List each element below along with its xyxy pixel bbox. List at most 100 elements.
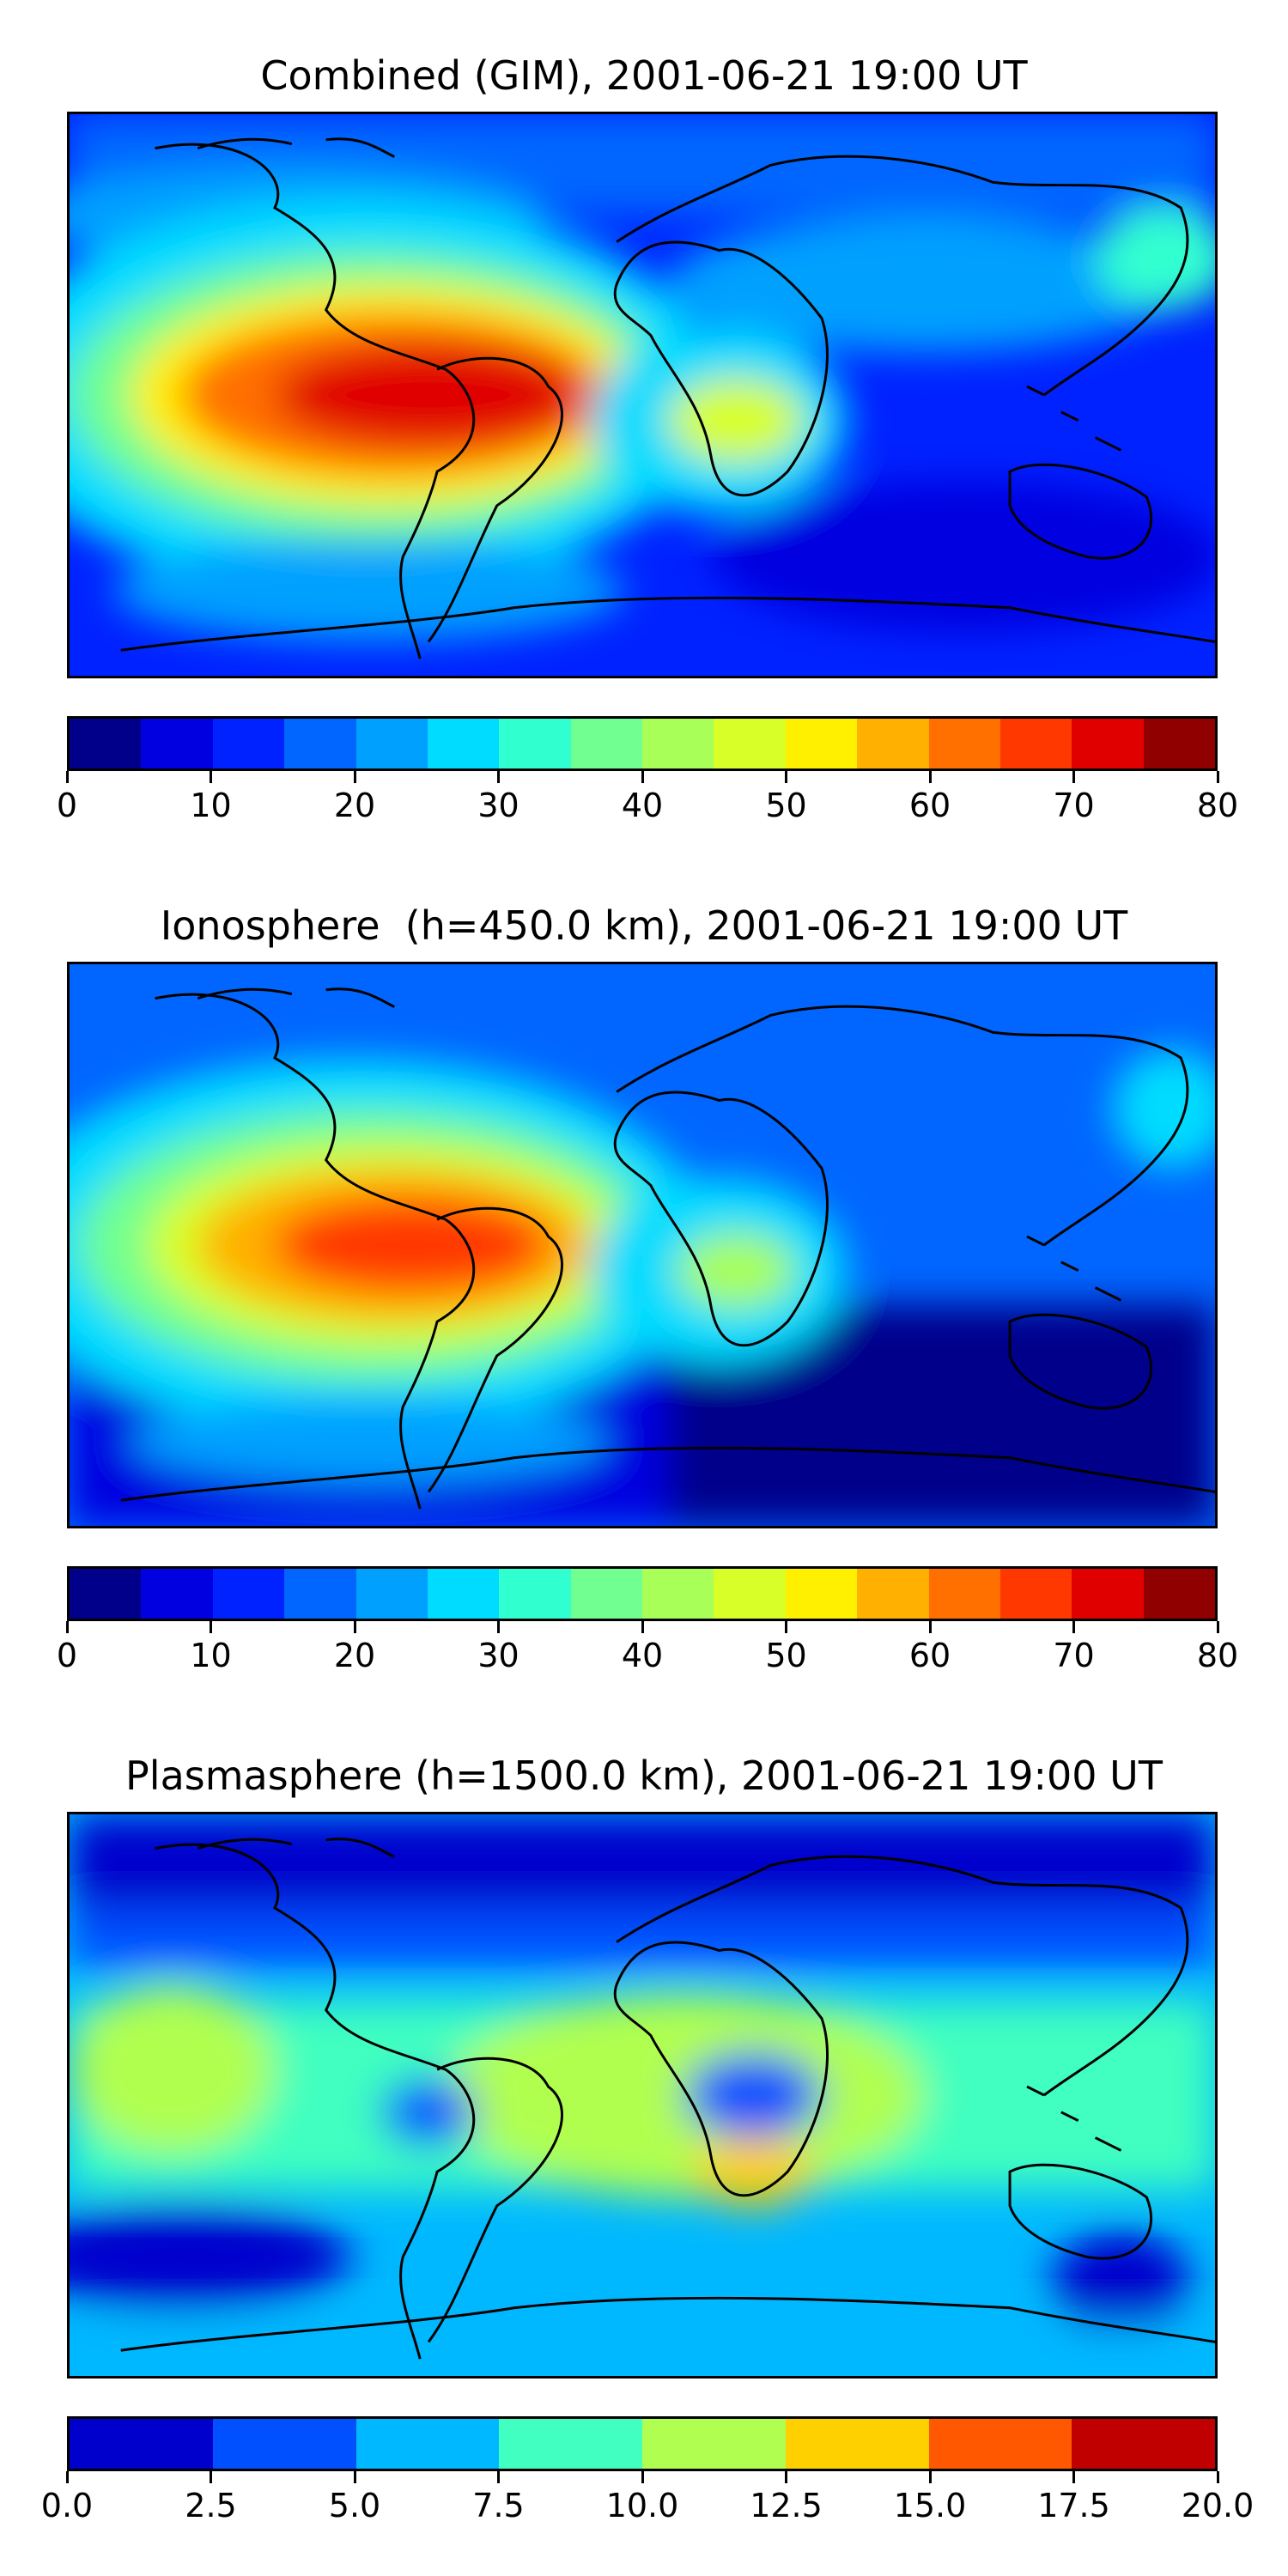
colorbar-segment: [1072, 719, 1144, 769]
tick-mark: [497, 2471, 500, 2483]
tick-mark: [210, 2471, 212, 2483]
tick-label: 60: [908, 787, 951, 824]
panel-2-title: Ionosphere (h=450.0 km), 2001-06-21 19:0…: [160, 902, 1128, 949]
colorbar-segment: [70, 719, 142, 769]
tick-mark: [928, 771, 932, 783]
panel-2-map: [67, 962, 1218, 1528]
colorbar-segment: [570, 719, 642, 769]
tick-mark: [210, 771, 212, 783]
colorbar-segment: [1072, 2419, 1215, 2469]
colorbar-segment: [928, 719, 1000, 769]
tick-label: 20.0: [1181, 2487, 1255, 2524]
colorbar-segment: [1072, 1569, 1144, 1619]
tick-label: 40: [621, 1637, 664, 1674]
tick-mark: [785, 1621, 787, 1633]
colorbar-segment: [212, 1569, 285, 1619]
tick-label: 70: [1053, 787, 1095, 824]
colorbar-segment: [284, 1569, 356, 1619]
tick-mark: [1072, 2471, 1075, 2483]
panel-3-colorbar-ticks: 0.0 2.5 5.0 7.5 10.0 12.5 15.0 17.5 20.0: [41, 2471, 1254, 2524]
tick-label: 20: [333, 1637, 376, 1674]
panel-3-map-svg: [70, 1814, 1215, 2376]
tick-mark: [1216, 1621, 1219, 1633]
tick-mark: [353, 771, 356, 783]
colorbar-segment: [785, 1569, 858, 1619]
colorbar-segment: [70, 1569, 142, 1619]
tick-mark: [65, 771, 69, 783]
colorbar-segment: [141, 1569, 213, 1619]
tick-label: 20: [333, 787, 376, 824]
tick-label: 0: [56, 787, 78, 824]
colorbar-segment: [857, 1569, 929, 1619]
colorbar-segment: [284, 719, 356, 769]
colorbar-segment: [642, 1569, 714, 1619]
colorbar-segment: [499, 1569, 571, 1619]
colorbar-segment: [355, 2419, 500, 2469]
tick-label: 80: [1196, 787, 1239, 824]
tick-mark: [641, 771, 644, 783]
tick-mark: [65, 2471, 69, 2483]
panel-1-colorbar: [67, 716, 1218, 771]
tick-mark: [785, 771, 787, 783]
colorbar-segment: [999, 1569, 1072, 1619]
colorbar-segment: [141, 719, 213, 769]
colorbar-segment: [355, 1569, 428, 1619]
colorbar-segment: [427, 1569, 500, 1619]
colorbar-segment: [642, 719, 714, 769]
tick-label: 0: [56, 1637, 78, 1674]
tick-mark: [353, 1621, 356, 1633]
tick-label: 70: [1053, 1637, 1095, 1674]
tick-label: 17.5: [1037, 2487, 1110, 2524]
tick-mark: [785, 2471, 787, 2483]
tick-label: 0.0: [40, 2487, 94, 2524]
tick-label: 2.5: [185, 2487, 237, 2524]
panel-1-colorbar-ticks: 0 10 20 30 40 50 60 70 80: [57, 771, 1238, 824]
tick-mark: [497, 771, 500, 783]
tick-mark: [1216, 2471, 1219, 2483]
colorbar-segment: [212, 2419, 356, 2469]
tick-mark: [353, 2471, 356, 2483]
tick-mark: [641, 2471, 644, 2483]
tick-mark: [65, 1621, 69, 1633]
colorbar-segment: [355, 719, 428, 769]
tick-label: 30: [477, 1637, 519, 1674]
colorbar-segment: [785, 2419, 929, 2469]
tick-label: 5.0: [328, 2487, 381, 2524]
tick-mark: [1072, 1621, 1075, 1633]
panel-1-map: [67, 112, 1218, 678]
tick-label: 40: [621, 787, 664, 824]
panel-2-colorbar-ticks: 0 10 20 30 40 50 60 70 80: [57, 1621, 1238, 1674]
tick-label: 50: [765, 1637, 807, 1674]
panel-3-title: Plasmasphere (h=1500.0 km), 2001-06-21 1…: [125, 1753, 1163, 1799]
panel-1-map-svg: [70, 114, 1215, 676]
tick-label: 10: [190, 1637, 232, 1674]
colorbar-segment: [427, 719, 500, 769]
tick-label: 10: [190, 787, 232, 824]
colorbar-segment: [70, 2419, 213, 2469]
tick-label: 7.5: [472, 2487, 525, 2524]
tick-label: 15.0: [893, 2487, 967, 2524]
panel-3-map: [67, 1812, 1218, 2379]
tick-label: 12.5: [750, 2487, 823, 2524]
tick-mark: [497, 1621, 500, 1633]
colorbar-segment: [642, 2419, 786, 2469]
colorbar-segment: [999, 719, 1072, 769]
colorbar-segment: [499, 719, 571, 769]
panel-3-colorbar: [67, 2416, 1218, 2471]
tick-mark: [1216, 771, 1219, 783]
tick-label: 80: [1196, 1637, 1239, 1674]
panel-1-title: Combined (GIM), 2001-06-21 19:00 UT: [260, 52, 1028, 99]
tick-mark: [928, 1621, 932, 1633]
colorbar-segment: [1143, 719, 1215, 769]
tick-label: 10.0: [605, 2487, 679, 2524]
colorbar-segment: [714, 719, 786, 769]
colorbar-segment: [928, 1569, 1000, 1619]
colorbar-segment: [499, 2419, 642, 2469]
tick-label: 60: [908, 1637, 951, 1674]
tick-label: 50: [765, 787, 807, 824]
tick-label: 30: [477, 787, 519, 824]
colorbar-segment: [570, 1569, 642, 1619]
colorbar-segment: [928, 2419, 1072, 2469]
colorbar-segment: [212, 719, 285, 769]
tick-mark: [1072, 771, 1075, 783]
